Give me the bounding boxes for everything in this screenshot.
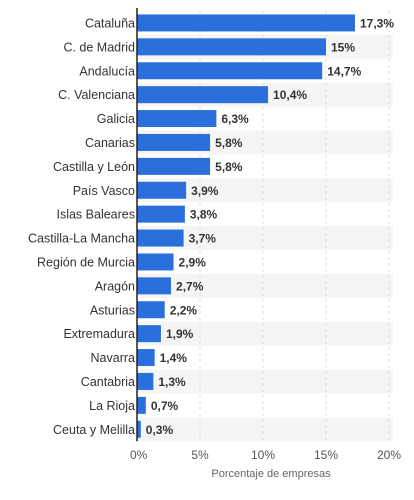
category-label: Ceuta y Melilla xyxy=(53,423,135,437)
bar[interactable] xyxy=(137,86,269,104)
bar[interactable] xyxy=(137,205,185,223)
bar[interactable] xyxy=(137,253,174,271)
row-band xyxy=(137,226,393,250)
bar[interactable] xyxy=(137,62,323,80)
row-band xyxy=(137,417,393,442)
value-label: 3,9% xyxy=(191,184,219,198)
value-label: 3,7% xyxy=(189,232,217,246)
value-label: 14,7% xyxy=(327,64,361,78)
category-label: Aragón xyxy=(95,279,135,293)
bars xyxy=(137,14,355,438)
bar[interactable] xyxy=(137,14,355,32)
bar[interactable] xyxy=(137,110,217,128)
x-tick-label: 15% xyxy=(314,448,338,462)
category-labels: Cataluña C. de Madrid Andalucía C. Valencia… xyxy=(28,16,135,436)
value-label: 1,9% xyxy=(166,327,194,341)
category-label: Castilla-La Mancha xyxy=(28,232,135,246)
row-band xyxy=(137,273,393,298)
value-label: 10,4% xyxy=(273,88,307,102)
category-label: Región de Murcia xyxy=(37,255,135,269)
value-label: 0,3% xyxy=(146,423,174,437)
category-label: Andalucía xyxy=(79,64,135,78)
x-tick-labels: 0% 5% 10% 15% 20% xyxy=(130,448,401,462)
x-tick-label: 5% xyxy=(191,448,209,462)
value-label: 2,2% xyxy=(170,303,198,317)
value-labels: 17,3% 15% 14,7% 10,4% 6,3% 5,8% 5,8% 3,9% 3,8% 3,… xyxy=(146,16,395,436)
bar[interactable] xyxy=(137,349,155,367)
bar[interactable] xyxy=(137,157,211,175)
bar[interactable] xyxy=(137,133,211,151)
category-label: Canarias xyxy=(85,136,135,150)
bar[interactable] xyxy=(137,372,154,390)
bar[interactable] xyxy=(137,277,172,295)
x-tick-label: 10% xyxy=(251,448,275,462)
value-label: 3,8% xyxy=(190,208,218,222)
bar[interactable] xyxy=(137,301,165,319)
row-band xyxy=(137,369,393,394)
category-label: Galicia xyxy=(97,112,135,126)
value-label: 0,7% xyxy=(151,399,179,413)
value-label: 2,7% xyxy=(176,279,204,293)
row-band xyxy=(137,178,393,203)
bar[interactable] xyxy=(137,229,184,247)
value-label: 5,8% xyxy=(215,136,243,150)
category-label: Cataluña xyxy=(85,16,135,30)
x-tick-label: 20% xyxy=(377,448,401,462)
category-label: Cantabria xyxy=(81,375,135,389)
bar[interactable] xyxy=(137,38,326,56)
value-label: 1,4% xyxy=(160,351,188,365)
bar[interactable] xyxy=(137,396,146,414)
value-label: 2,9% xyxy=(179,255,207,269)
category-label: Asturias xyxy=(90,303,135,317)
category-label: C. Valenciana xyxy=(58,88,135,102)
category-label: C. de Madrid xyxy=(63,40,135,54)
x-axis-title: Porcentaje de empresas xyxy=(211,468,331,480)
row-band xyxy=(137,321,393,346)
value-label: 5,8% xyxy=(215,160,243,174)
bar[interactable] xyxy=(137,325,161,343)
category-label: La Rioja xyxy=(89,399,135,413)
x-tick-label: 0% xyxy=(130,448,148,462)
category-label: Navarra xyxy=(91,351,136,365)
value-label: 6,3% xyxy=(221,112,249,126)
category-label: País Vasco xyxy=(73,184,135,198)
category-label: Extremadura xyxy=(63,327,135,341)
bar[interactable] xyxy=(137,420,141,438)
value-label: 15% xyxy=(331,40,355,54)
category-label: Islas Baleares xyxy=(56,208,135,222)
category-label: Castilla y León xyxy=(53,160,135,174)
value-label: 17,3% xyxy=(360,16,394,30)
value-label: 1,3% xyxy=(158,375,186,389)
bar[interactable] xyxy=(137,181,187,199)
